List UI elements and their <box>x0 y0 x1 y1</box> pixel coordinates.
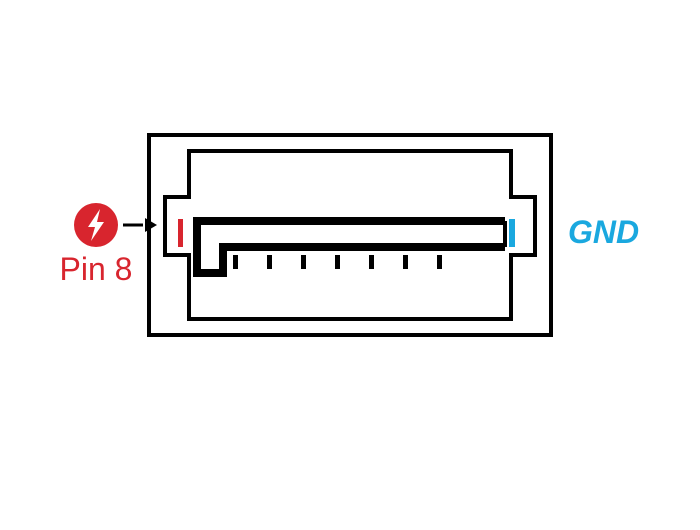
connector-pin-tick-5 <box>403 255 408 269</box>
connector-inner-shield <box>165 151 535 319</box>
gnd-marker <box>509 219 515 247</box>
gnd-label: GND <box>568 214 639 250</box>
pin8-label: Pin 8 <box>60 251 133 287</box>
connector-pin-tick-4 <box>369 255 374 269</box>
connector-pin-tick-3 <box>335 255 340 269</box>
connector-pin-tick-1 <box>267 255 272 269</box>
connector-pin-tick-0 <box>233 255 238 269</box>
connector-pin-tick-6 <box>437 255 442 269</box>
connector-pin-tick-2 <box>301 255 306 269</box>
connector <box>149 135 551 335</box>
pin8-marker <box>178 219 183 247</box>
